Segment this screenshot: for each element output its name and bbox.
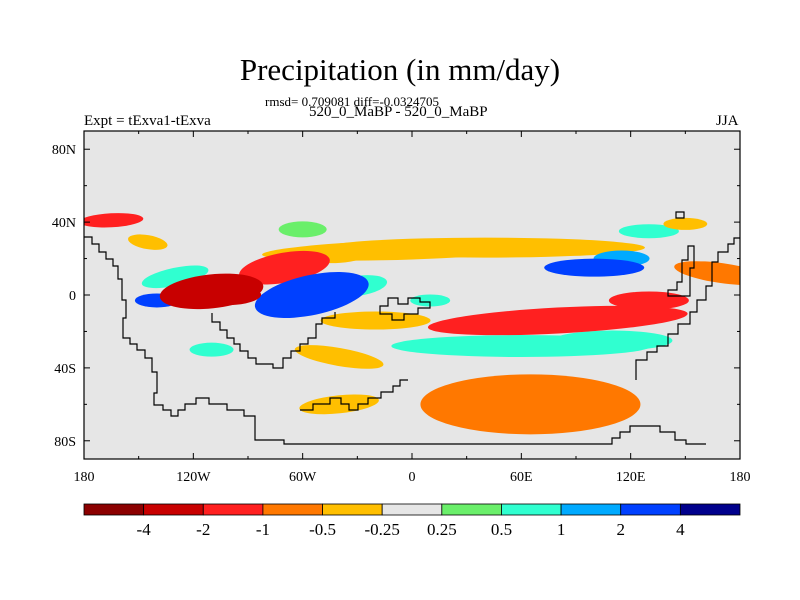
x-tick-label: 120E	[616, 470, 646, 485]
anomaly-patch	[320, 311, 431, 330]
y-tick-label: 80S	[54, 435, 76, 450]
coastline-africa-eurasia	[211, 312, 336, 369]
colorbar-label: -0.5	[309, 520, 336, 539]
continent-outlines	[84, 211, 740, 445]
anomaly-patch	[84, 213, 144, 228]
coastline-pacific-islands	[667, 245, 695, 297]
anomaly-patch	[608, 291, 689, 310]
colorbar-label: 0.25	[427, 520, 457, 539]
colorbar-swatch	[322, 503, 383, 516]
x-tick-label: 180	[74, 470, 95, 485]
colorbar-swatch	[620, 503, 681, 516]
y-tick-label: 0	[69, 289, 76, 304]
x-tick-label: 60E	[510, 470, 533, 485]
y-tick-label: 40S	[54, 362, 76, 377]
page-title: Precipitation (in mm/day)	[239, 52, 561, 87]
anomaly-patch	[544, 258, 645, 277]
anomaly-patch	[209, 288, 262, 306]
colorbar-label: -4	[137, 520, 152, 539]
colorbar-swatch	[262, 503, 323, 516]
anomaly-patch	[391, 335, 652, 358]
colorbar-label: -1	[256, 520, 270, 539]
anomaly-patch	[427, 305, 688, 336]
colorbar-label: -0.25	[364, 520, 399, 539]
anomaly-patch	[299, 394, 379, 415]
coastline-antarctic-margin	[300, 379, 408, 411]
subtitle: 520_0_MaBP - 520_0_MaBP	[309, 104, 488, 120]
colorbar-swatch	[83, 503, 145, 516]
colorbar-label: 1	[557, 520, 566, 539]
y-tick-label: 80N	[52, 143, 76, 158]
anomaly-patch	[278, 221, 327, 238]
colorbar-swatch	[441, 503, 502, 516]
colorbar: -4 -2 -1 -0.5 -0.25 0.25 0.5 1 2 4	[83, 503, 741, 539]
anomaly-field	[84, 213, 740, 435]
colorbar-swatch	[381, 503, 443, 516]
anomaly-patch	[128, 234, 168, 250]
coastline-equatorial-shelf	[379, 297, 431, 321]
anomaly-patch	[294, 345, 384, 369]
x-tick-label: 180	[730, 470, 751, 485]
x-tick-label: 0	[409, 470, 416, 485]
colorbar-label: -2	[196, 520, 210, 539]
anomaly-patch	[254, 272, 369, 318]
coastline-small-island	[675, 211, 685, 219]
colorbar-swatch	[202, 503, 264, 516]
colorbar-label: 4	[676, 520, 685, 539]
experiment-label: Expt = tExva1-tExva	[84, 113, 211, 129]
colorbar-label: 2	[616, 520, 625, 539]
x-tick-label: 60W	[289, 470, 317, 485]
rmsd-stats: rmsd= 0.709081 diff=-0.0324705	[265, 94, 440, 109]
anomaly-patch	[189, 342, 234, 357]
coastline-americas	[84, 236, 706, 445]
anomaly-patch	[420, 374, 641, 435]
colorbar-swatch	[560, 503, 622, 516]
coastline-australia	[635, 237, 740, 380]
colorbar-swatch	[679, 503, 741, 516]
x-tick-label: 120W	[176, 470, 211, 485]
y-tick-label: 40N	[52, 216, 76, 231]
anomaly-patch	[663, 217, 708, 230]
anomaly-patch	[674, 261, 740, 286]
anomaly-patch	[141, 265, 209, 289]
season-label: JJA	[716, 113, 739, 129]
map-axes: 180 120W 60W 0 60E 120E 180 80N 40N 0 40S 80S	[52, 131, 751, 485]
anomaly-patch	[618, 224, 679, 239]
colorbar-swatch	[501, 503, 562, 516]
anomaly-patch	[324, 237, 645, 258]
colorbar-label: 0.5	[491, 520, 512, 539]
colorbar-swatch	[143, 503, 204, 516]
